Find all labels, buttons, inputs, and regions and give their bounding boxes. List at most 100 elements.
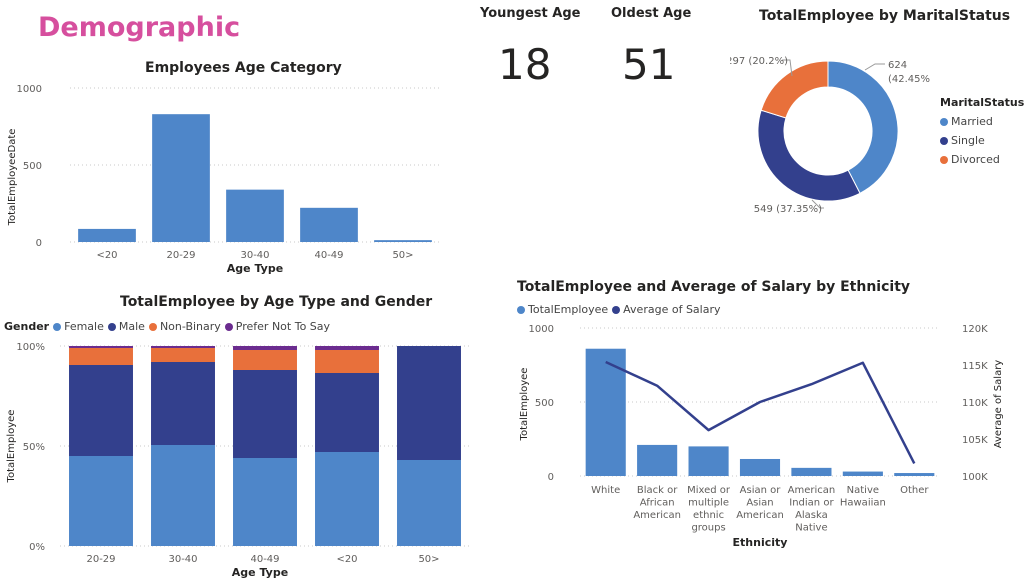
bar-20-female [315, 452, 379, 546]
legend-non-binary[interactable]: Non-Binary [148, 320, 221, 333]
legend-single-label: Single [951, 134, 985, 147]
y-axis-title: TotalEmployee [519, 368, 530, 442]
y2-tick-label: 105K [962, 435, 988, 446]
gender-legend-title: Gender [4, 320, 50, 333]
y-axis-title: TotalEmployeeDate [7, 129, 18, 227]
bar-20-29-female [69, 456, 133, 546]
legend-female-label: Female [64, 320, 104, 333]
legend-single[interactable]: Single [940, 134, 1024, 147]
gender-legend: Gender Female Male Non-Binary Prefer Not… [4, 320, 334, 333]
bar-20-prefer-not-to-say [315, 346, 379, 350]
bar-black-or-african-american [637, 444, 678, 476]
legend-married-label: Married [951, 115, 993, 128]
x-tick-label: <20 [336, 554, 357, 565]
legend-male[interactable]: Male [107, 320, 145, 333]
x-tick-label: 40-49 [250, 554, 279, 565]
bar-other [894, 473, 935, 476]
age-category-chart: 0 500 1000 <20 20-29 30-40 40-49 50> Age Type Tot… [7, 84, 440, 275]
legend-total-employee[interactable]: TotalEmployee [517, 303, 608, 316]
bar-40-49-female [233, 458, 297, 546]
legend-non-binary-label: Non-Binary [159, 320, 221, 333]
x-tick-label: 40-49 [314, 250, 343, 261]
bar-50-female [397, 460, 461, 546]
leader-line [782, 59, 793, 77]
marital-status-title: TotalEmployee by MaritalStatus [759, 8, 1011, 24]
bar-white [585, 348, 626, 476]
legend-married[interactable]: Married [940, 115, 1024, 128]
x-tick-label: White [591, 485, 620, 496]
x-tick-label: Other [900, 485, 929, 496]
x-tick-label: Native Hawaiian [840, 485, 886, 509]
age-gender-title: TotalEmployee by Age Type and Gender [120, 294, 433, 310]
bar-30-40-female [151, 445, 215, 546]
legend-male-label: Male [118, 320, 145, 333]
legend-female[interactable]: Female [53, 320, 104, 333]
x-tick-label: American Indian or Alaska Native [788, 485, 836, 534]
bar-20-29-non-binary [69, 348, 133, 365]
x-axis-title: Age Type [232, 566, 288, 579]
x-tick-label: 50> [392, 250, 413, 261]
bar-30-40-male [151, 362, 215, 445]
bar-40-49 [300, 207, 358, 242]
slice-label-married-pct: (42.45%) [888, 74, 930, 85]
youngest-age-label: Youngest Age [480, 6, 581, 21]
bar-american-indian-or-alaska-native [791, 467, 832, 476]
youngest-age-value: 18 [498, 40, 552, 89]
x-tick-label: Black or African American [633, 485, 681, 521]
ethnicity-legend: TotalEmployee Average of Salary [517, 303, 725, 316]
bar-40-49-non-binary [233, 350, 297, 370]
x-axis-title: Age Type [227, 262, 283, 275]
age-category-title: Employees Age Category [145, 60, 342, 76]
y2-tick-label: 100K [962, 472, 988, 483]
y-tick-label: 1000 [529, 324, 554, 335]
legend-prefer-not-label: Prefer Not To Say [235, 320, 331, 333]
x-tick-label: 30-40 [240, 250, 269, 261]
page-title: Demographic [38, 12, 241, 43]
y-tick-label: 500 [23, 161, 42, 172]
bar-mixed-or-multiple-ethnic-groups [688, 446, 729, 476]
y-tick-label: 500 [535, 398, 554, 409]
legend-total-employee-label: TotalEmployee [528, 303, 609, 316]
legend-prefer-not-to-say[interactable]: Prefer Not To Say [224, 320, 331, 333]
bar-20-29-male [69, 365, 133, 456]
age-gender-chart: 0% 50% 100% 20-29 30-40 40-49 <20 50> Age Type To… [6, 342, 470, 579]
bar-30-40-non-binary [151, 348, 215, 362]
y2-axis-title: Average of Salary [993, 360, 1004, 449]
bar-40-49-prefer-not-to-say [233, 346, 297, 350]
bar-asian-or-asian-american [739, 458, 781, 476]
y2-tick-label: 120K [962, 324, 988, 335]
bar-40-49-male [233, 370, 297, 458]
bar-30-40-prefer-not-to-say [151, 346, 215, 348]
legend-divorced-label: Divorced [951, 153, 1000, 166]
bar-20-29 [152, 114, 210, 242]
bar-20-29-prefer-not-to-say [69, 346, 133, 348]
bar-30-40 [226, 189, 284, 242]
y-tick-label: 0 [36, 238, 42, 249]
x-tick-label: 30-40 [168, 554, 197, 565]
y-tick-label: 1000 [17, 84, 42, 95]
ethnicity-chart: 0 500 1000 100K 105K 110K 115K 120K White Black o… [519, 324, 1004, 549]
x-tick-label: Mixed or multiple ethnic groups [687, 485, 731, 534]
x-tick-label: Asian or Asian American [736, 485, 784, 521]
leader-line [864, 63, 885, 71]
slice-married [827, 60, 899, 194]
oldest-age-value: 51 [622, 40, 676, 89]
legend-average-salary[interactable]: Average of Salary [612, 303, 721, 316]
ethnicity-title: TotalEmployee and Average of Salary by E… [517, 279, 911, 295]
x-tick-label: <20 [96, 250, 117, 261]
oldest-age-label: Oldest Age [611, 6, 692, 21]
x-tick-label: 50> [418, 554, 439, 565]
y-tick-label: 0% [29, 542, 45, 553]
bar-native-hawaiian [842, 471, 883, 476]
marital-status-legend: MaritalStatus Married Single Divorced [940, 96, 1024, 172]
y2-tick-label: 115K [962, 361, 988, 372]
bar-20 [78, 228, 136, 242]
slice-label-married-count: 624 [888, 60, 907, 71]
x-tick-label: 20-29 [166, 250, 195, 261]
legend-average-salary-label: Average of Salary [623, 303, 721, 316]
legend-divorced[interactable]: Divorced [940, 153, 1024, 166]
y-axis-title: TotalEmployee [6, 410, 17, 484]
bar-50 [374, 240, 432, 242]
y-tick-label: 50% [23, 442, 45, 453]
slice-divorced [760, 60, 829, 119]
